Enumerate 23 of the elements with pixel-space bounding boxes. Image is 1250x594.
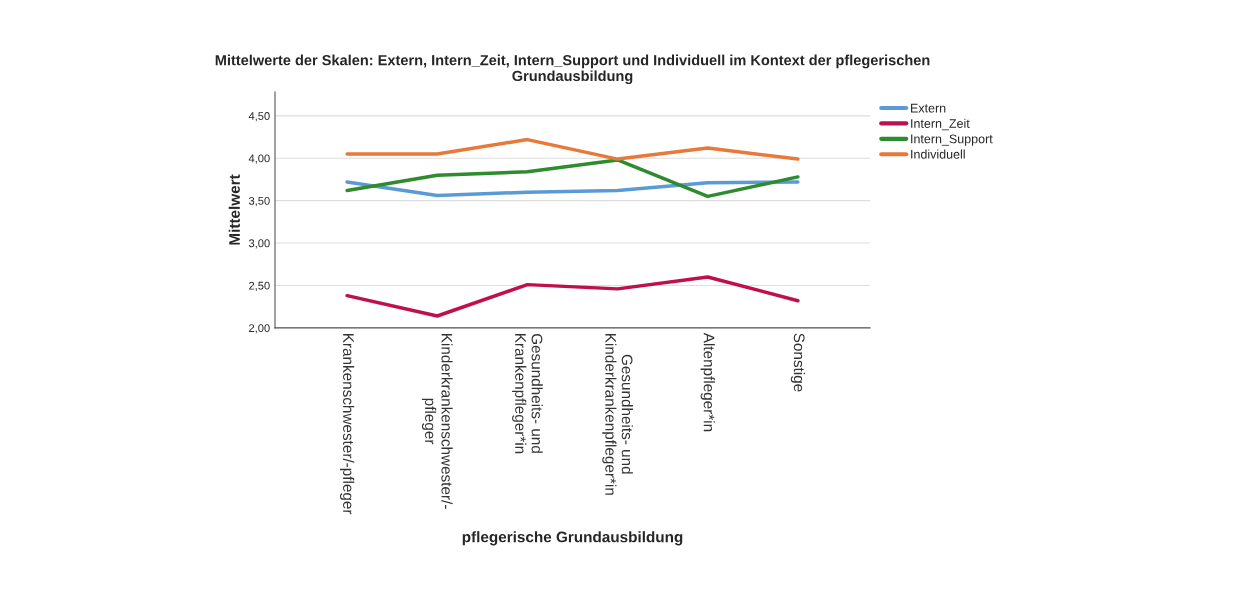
line-series: [345, 137, 800, 161]
y-tick-label: 2,00: [249, 324, 270, 334]
chart-title: Mittelwerte der Skalen: Extern, Intern_Zeit, Intern_Support und Individuell im Kontext der pflegerischen Grundausbildung: [215, 54, 930, 85]
y-tick-label: 4,50: [248, 112, 270, 122]
line-series: [345, 158, 800, 199]
y-tick-label: 3,50: [248, 196, 270, 207]
y-axis-title: Mittelwert: [228, 174, 240, 245]
x-tick-label: Gesundheits- und Kinderkrankenpfleger*in: [602, 334, 633, 495]
legend-label: Intern_Zeit: [911, 118, 970, 131]
legend-label: Intern_Support: [911, 134, 993, 146]
x-tick-label: Altenpfleger*in: [700, 332, 715, 432]
y-tick-label: 2,50: [249, 281, 270, 291]
line-series: [345, 180, 800, 198]
x-tick-label: Sonstige: [790, 333, 805, 392]
legend-label: Extern: [911, 103, 946, 113]
y-tick-label: 4,00: [248, 154, 270, 164]
x-tick-label: Kinderkrankenschwester/- pfleger: [421, 334, 453, 509]
x-axis-title: pflegerische Grundausbildung: [462, 531, 683, 546]
x-tick-label: Krankenschwester/-pfleger: [340, 334, 355, 515]
y-tick-label: 3,00: [248, 239, 270, 249]
line-series: [345, 275, 800, 318]
legend-label: Individuell: [911, 149, 965, 159]
x-tick-label: Gesundheits- und Krankenpfleger*in: [512, 333, 543, 454]
